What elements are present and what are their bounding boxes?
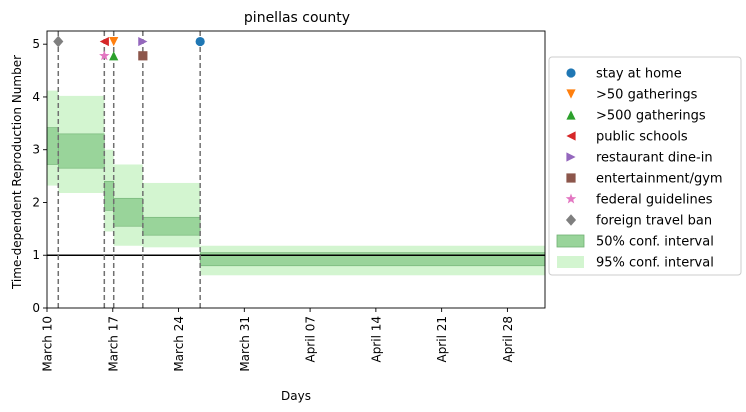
legend-patch-9: [557, 256, 584, 268]
legend-symbol-4: [566, 152, 576, 162]
x-tick-label-1: March 17: [106, 316, 120, 372]
axes-border: [46, 30, 546, 309]
ci50-band-1: [57, 133, 105, 169]
marker-4: [138, 36, 148, 47]
x-axis-ticks: March 10 March 17 March 24 March 31 April 07…: [41, 308, 515, 372]
ci95-band-4: [142, 182, 201, 248]
x-tick-label-7: April 28: [501, 316, 515, 363]
y-axis-ticks: 0 1 2 3 4 5: [32, 37, 47, 315]
legend-symbol-6: [565, 193, 577, 204]
legend-symbol-3: [566, 131, 576, 141]
x-tick-label-6: April 21: [435, 316, 449, 363]
x-tick-label-5: April 14: [369, 316, 383, 363]
marker-7: [53, 35, 64, 48]
marker-0: [195, 36, 205, 47]
ci50-band-2: [104, 181, 115, 211]
marker-1: [109, 36, 119, 47]
y-tick-label-2: 2: [32, 195, 40, 209]
legend-label-3: public schools: [596, 130, 688, 145]
legend-label-1: >50 gatherings: [596, 88, 698, 103]
legend-label-7: foreign travel ban: [596, 214, 712, 229]
ci50-band-3: [113, 197, 144, 227]
legend-label-9: 95% conf. interval: [596, 256, 714, 271]
marker-6: [99, 50, 110, 61]
marker-3: [99, 36, 109, 47]
legend-box: [548, 56, 742, 276]
legend-label-0: stay at home: [596, 67, 682, 82]
legend-patch-8: [556, 234, 585, 248]
legend-label-6: federal guidelines: [596, 193, 713, 208]
legend-symbol-0: [566, 68, 576, 78]
marker-2: [109, 51, 119, 61]
chart-title: pinellas county: [244, 10, 350, 26]
ci50-band-0: [46, 127, 59, 165]
x-tick-label-4: April 07: [304, 316, 318, 363]
axes-frame: [46, 30, 546, 309]
y-tick-label-1: 1: [32, 248, 40, 262]
ci50-band-4: [142, 216, 201, 236]
legend: stay at home >50 gatherings >500 gathering…: [548, 56, 742, 276]
legend-symbol-1: [566, 89, 576, 99]
x-tick-label-2: March 24: [172, 316, 186, 372]
intervention-lines: [57, 31, 201, 308]
y-tick-label-4: 4: [32, 90, 40, 104]
y-tick-label-5: 5: [32, 37, 40, 51]
legend-label-5: entertainment/gym: [596, 172, 723, 187]
legend-label-8: 50% conf. interval: [596, 235, 714, 250]
legend-symbol-5: [566, 173, 576, 183]
y-axis-label: Time-dependent Reproduction Number: [10, 55, 24, 290]
marker-5: [138, 51, 148, 61]
legend-symbol-2: [566, 110, 576, 120]
y-tick-label-0: 0: [32, 301, 40, 315]
legend-symbol-7: [565, 214, 577, 226]
x-tick-label-0: March 10: [41, 316, 55, 372]
intervention-markers: [53, 35, 205, 61]
x-tick-label-3: March 31: [238, 316, 252, 372]
legend-label-4: restaurant dine-in: [596, 151, 713, 166]
x-axis-label: Days: [281, 389, 311, 403]
y-tick-label-3: 3: [32, 143, 40, 157]
legend-label-2: >500 gatherings: [596, 109, 706, 124]
